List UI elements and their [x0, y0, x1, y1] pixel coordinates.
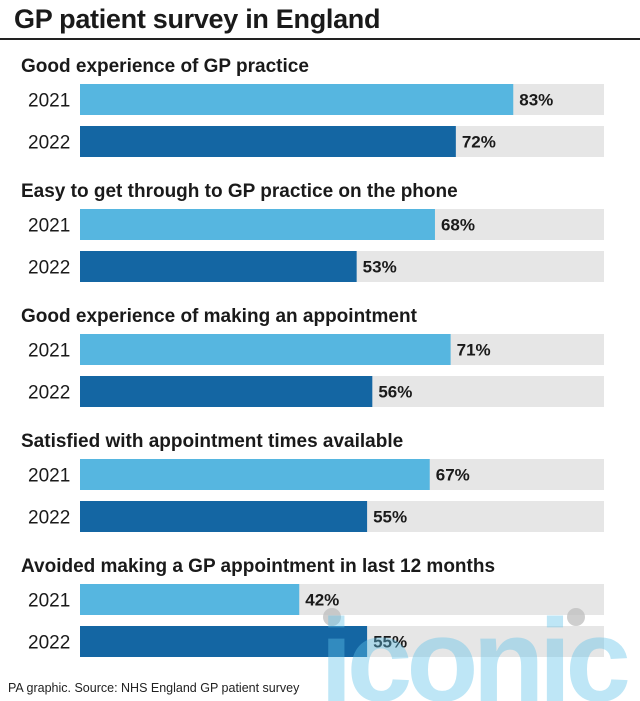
source-note: PA graphic. Source: NHS England GP patie…: [8, 681, 300, 695]
bar-2021: [80, 459, 430, 490]
bar-2022: [80, 376, 373, 407]
group-title: Easy to get through to GP practice on th…: [21, 181, 458, 202]
title-divider: [0, 38, 640, 40]
group-title: Good experience of GP practice: [21, 56, 309, 77]
value-label: 68%: [441, 216, 475, 235]
year-label: 2022: [28, 383, 70, 404]
value-label: 83%: [519, 91, 553, 110]
bar-2021: [80, 334, 451, 365]
value-label: 56%: [378, 383, 412, 402]
year-label: 2022: [28, 633, 70, 654]
year-label: 2021: [28, 466, 70, 487]
value-label: 71%: [457, 341, 491, 360]
year-label: 2021: [28, 591, 70, 612]
bar-chart: Good experience of GP practice 2021 83% 202…: [21, 56, 604, 657]
year-label: 2021: [28, 91, 70, 112]
year-label: 2021: [28, 341, 70, 362]
value-label: 67%: [436, 466, 470, 485]
year-label: 2022: [28, 508, 70, 529]
value-label: 55%: [373, 633, 407, 652]
year-label: 2022: [28, 258, 70, 279]
bar-2021: [80, 84, 514, 115]
bar-2022: [80, 626, 368, 657]
year-label: 2022: [28, 133, 70, 154]
bar-2022: [80, 126, 456, 157]
value-label: 72%: [462, 133, 496, 152]
bar-2022: [80, 251, 357, 282]
year-label: 2021: [28, 216, 70, 237]
value-label: 42%: [305, 591, 339, 610]
value-label: 53%: [363, 258, 397, 277]
bar-2021: [80, 209, 435, 240]
bar-2022: [80, 501, 368, 532]
chart-title: GP patient survey in England: [14, 4, 381, 34]
group-title: Good experience of making an appointment: [21, 306, 418, 327]
group-title: Satisfied with appointment times availab…: [21, 431, 403, 452]
value-label: 55%: [373, 508, 407, 527]
bar-2021: [80, 584, 300, 615]
group-title: Avoided making a GP appointment in last …: [21, 556, 495, 577]
